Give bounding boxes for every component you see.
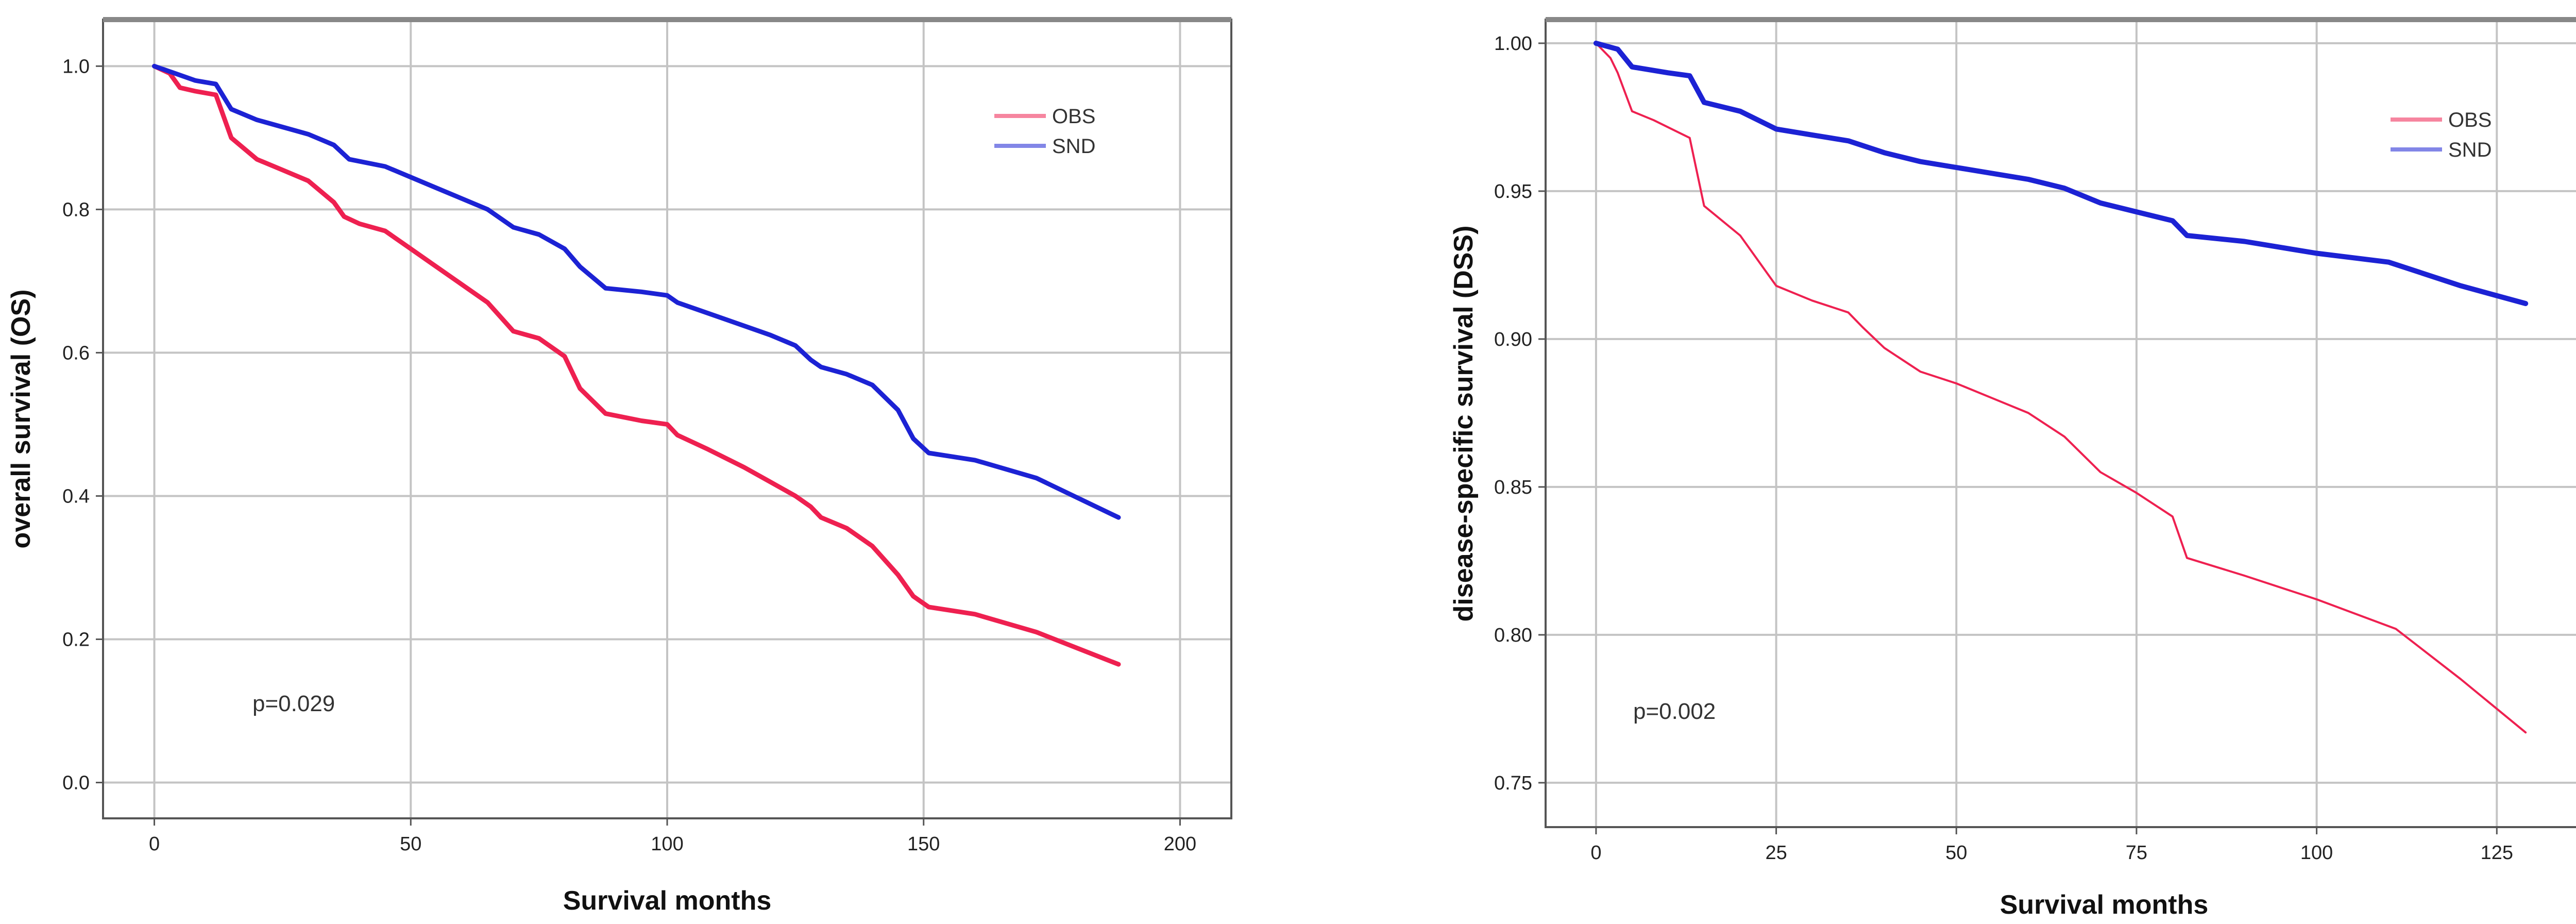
- os-y-tick-label-4: 0.8: [62, 199, 90, 221]
- os-legend-label-snd: SND: [1052, 135, 1095, 158]
- dss-x-tick-label-3: 75: [2126, 842, 2147, 864]
- os-y-tick-label-3: 0.6: [62, 342, 90, 364]
- dss-p-value: p=0.002: [1633, 699, 1716, 724]
- dss-x-tick-label-1: 25: [1765, 842, 1787, 864]
- dss-y-tick-label-4: 0.95: [1494, 181, 1532, 203]
- dss-x-tick-label-4: 100: [2300, 842, 2333, 864]
- dss-x-tick-label-2: 50: [1945, 842, 1967, 864]
- disease-specific-survival-chart: 0 25 50 75 100 125 0.75 0.80 0.85 0.90 0.95 1.00 O…: [1449, 17, 2576, 920]
- os-legend: OBS SND: [994, 105, 1095, 158]
- os-x-ticks: 0 50 100 150 200: [149, 818, 1196, 855]
- dss-series-snd-line: [1593, 40, 2529, 306]
- dss-y-tick-label-5: 1.00: [1494, 33, 1532, 55]
- os-y-ticks: 0.0 0.2 0.4 0.6 0.8 1.0: [62, 56, 103, 794]
- dss-grid: [1546, 20, 2576, 827]
- dss-x-tick-label-5: 125: [2481, 842, 2513, 864]
- os-y-tick-label-0: 0.0: [62, 772, 90, 794]
- os-x-tick-label-3: 150: [907, 833, 940, 855]
- dss-y-tick-label-0: 0.75: [1494, 772, 1532, 794]
- dss-y-axis-label: disease-specific survival (DSS): [1449, 226, 1479, 622]
- dss-series-lines: [1593, 40, 2529, 734]
- os-x-tick-label-0: 0: [149, 833, 160, 855]
- overall-survival-chart: 0 50 100 150 200 0.0 0.2 0.4 0.6 0.8 1.0 OBS SND p…: [6, 17, 1232, 916]
- os-x-axis-label: Survival months: [563, 886, 772, 916]
- dss-y-ticks: 0.75 0.80 0.85 0.90 0.95 1.00: [1494, 33, 1546, 794]
- dss-legend-label-obs: OBS: [2448, 109, 2492, 131]
- dss-legend-label-snd: SND: [2448, 139, 2492, 161]
- dss-y-tick-label-2: 0.85: [1494, 477, 1532, 498]
- os-series-lines: [152, 63, 1121, 667]
- dss-x-ticks: 0 25 50 75 100 125: [1590, 827, 2513, 864]
- os-p-value: p=0.029: [252, 691, 335, 716]
- dss-x-tick-label-0: 0: [1590, 842, 1601, 864]
- dss-y-tick-label-3: 0.90: [1494, 329, 1532, 350]
- os-series-snd-line: [152, 63, 1121, 520]
- os-y-tick-label-2: 0.4: [62, 485, 90, 507]
- dss-y-tick-label-1: 0.80: [1494, 625, 1532, 646]
- os-x-tick-label-4: 200: [1164, 833, 1196, 855]
- dss-legend: OBS SND: [2391, 109, 2492, 161]
- os-grid: [103, 20, 1231, 818]
- os-x-tick-label-2: 100: [651, 833, 683, 855]
- os-x-tick-label-1: 50: [400, 833, 421, 855]
- os-legend-label-obs: OBS: [1052, 105, 1095, 128]
- dss-axes-frame: [1545, 17, 2576, 828]
- os-series-obs-line: [152, 63, 1121, 667]
- os-y-tick-label-1: 0.2: [62, 629, 90, 650]
- os-y-axis-label: overall survival (OS): [6, 290, 36, 549]
- dss-series-obs-line: [1595, 42, 2527, 734]
- dss-x-axis-label: Survival months: [2000, 890, 2209, 920]
- os-y-tick-label-5: 1.0: [62, 56, 90, 77]
